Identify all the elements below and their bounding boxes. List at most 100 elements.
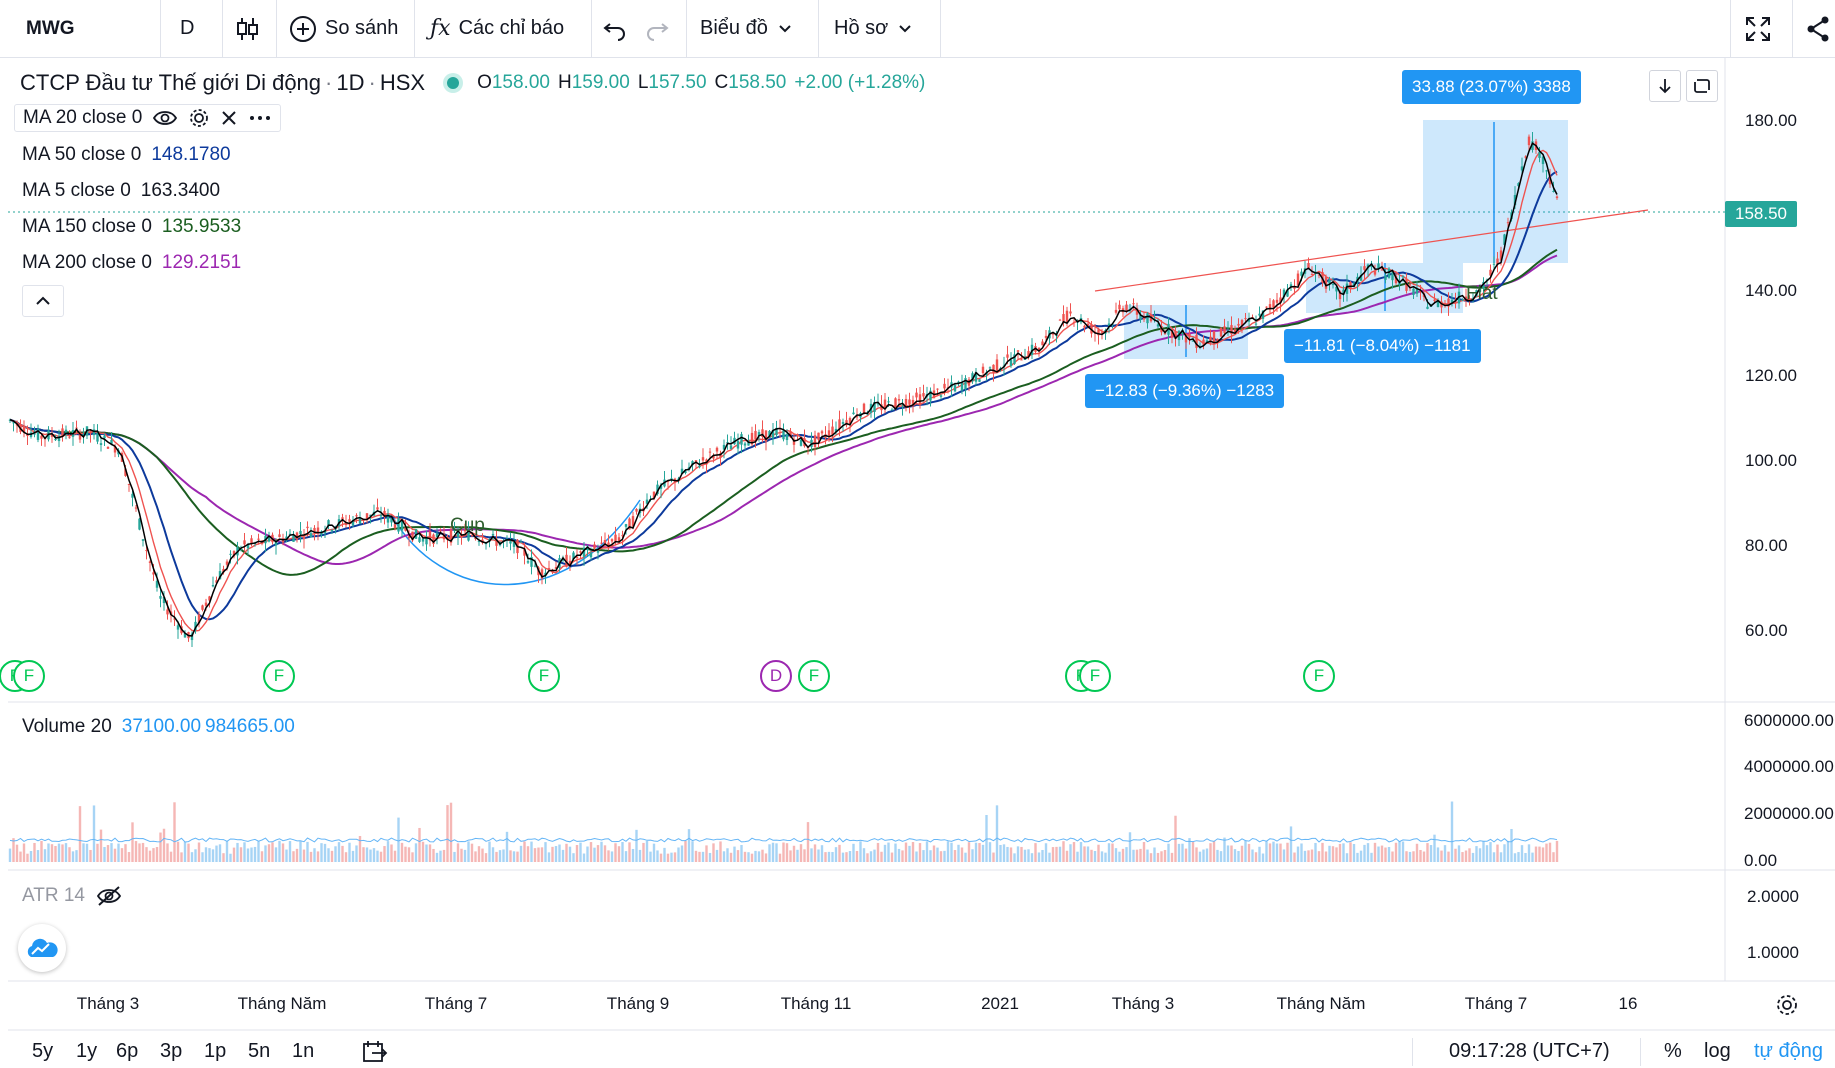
candle-type-button[interactable] [234,0,260,57]
interval-button[interactable]: D [180,0,194,57]
auto-scale-toggle[interactable]: tự động [1754,1040,1823,1062]
volume-bar [152,848,155,862]
ma200-legend[interactable]: MA 200 close 0 129.2151 [22,252,241,274]
volume-bar [516,851,519,862]
candle-body [1009,359,1013,367]
flat-label[interactable]: Flat [1466,283,1498,304]
chart-type-menu[interactable]: Biểu đồ [700,0,792,57]
clock[interactable]: 09:17:28 (UTC+7) [1449,1040,1610,1062]
download-button[interactable] [1649,70,1681,102]
ma200-line[interactable] [9,254,1558,565]
volume-bar [1062,841,1065,862]
ma150-legend[interactable]: MA 150 close 0 135.9533 [22,216,241,238]
range-button[interactable]: 1y [76,1040,98,1062]
range-button[interactable]: 3p [160,1040,183,1062]
percent-toggle[interactable]: % [1664,1040,1682,1062]
volume-bar [285,849,288,862]
volume-bar [1121,848,1125,862]
collapse-legend-button[interactable] [22,285,64,317]
candle-body [845,420,848,426]
candle-body [313,527,316,532]
ohlc-l-label: L [637,72,649,93]
share-button[interactable] [1806,0,1830,57]
measure-tag-left[interactable]: −12.83 (−9.36%) −1283 [1085,374,1285,408]
more-icon[interactable] [248,114,272,122]
volume-legend[interactable]: Volume 20 37100.00 984665.00 [22,716,295,738]
earnings-marker[interactable]: F [263,660,295,692]
candle-body [722,444,726,450]
undo-button[interactable] [602,0,628,57]
atr-legend[interactable]: ATR 14 [22,885,123,907]
volume-bar [771,842,775,862]
ma20-line[interactable] [9,149,1558,632]
chart-settings-button[interactable] [1770,988,1804,1022]
measure-tag-right[interactable]: −11.81 (−8.04%) −1181 [1284,329,1481,363]
ma20-legend[interactable]: MA 20 close 0 [14,104,282,132]
ma50-line[interactable] [9,170,1558,621]
candle-body [953,385,957,392]
ma150-line[interactable] [9,248,1558,576]
range-button[interactable]: 5y [32,1040,54,1062]
candle-body [295,532,299,540]
candle-body [306,526,309,529]
gear-icon[interactable] [188,107,210,129]
measure-tag-top[interactable]: 33.88 (23.07%) 3388 [1402,70,1581,104]
ma5-legend[interactable]: MA 5 close 0 163.3400 [22,180,220,202]
candle-body [509,541,512,544]
volume-bar [379,851,383,862]
candle-body [1174,331,1177,339]
candle-body [719,453,722,458]
candle-body [1230,325,1233,335]
volume-bar [1447,851,1450,862]
compare-button[interactable]: So sánh [289,0,398,57]
trend-line[interactable] [1094,209,1649,292]
profile-menu[interactable]: Hồ sơ [834,0,912,57]
earnings-marker[interactable]: F [798,660,830,692]
earnings-marker[interactable]: F [528,660,560,692]
earnings-marker[interactable]: F [13,660,45,692]
range-button[interactable]: 1p [204,1040,227,1062]
goto-date-button[interactable] [360,1037,390,1067]
candle-body [211,585,215,587]
volume-bar [271,842,274,862]
candle-body [596,550,600,553]
eye-icon[interactable] [152,109,178,127]
candle-body [243,540,246,545]
candle-body [817,432,820,440]
volume-bar [876,842,880,862]
candle-body [526,561,530,563]
candle-body [1181,329,1184,335]
volume-bar [491,847,495,862]
candle-body [197,614,201,624]
candle-body [1524,156,1527,158]
market-status-icon[interactable] [447,77,460,89]
candle-body [547,567,551,569]
range-button[interactable]: 1n [292,1040,315,1062]
close-icon[interactable] [220,109,238,127]
cup-label[interactable]: Cup [450,515,485,536]
candle-body [194,621,197,631]
eye-hidden-icon[interactable] [95,885,123,907]
measure-box-top[interactable] [1423,120,1568,263]
reset-view-button[interactable] [1686,70,1718,102]
range-button[interactable]: 5n [248,1040,271,1062]
range-button[interactable]: 6p [116,1040,139,1062]
dividend-marker[interactable]: D [760,660,792,692]
earnings-marker[interactable]: F [1303,660,1335,692]
symbol-search[interactable]: MWG [26,0,75,57]
time-tick-label: Tháng Năm [1276,994,1366,1013]
tradingview-logo[interactable] [18,924,66,972]
volume-tick-label: 2000000.00 [1744,804,1834,823]
indicators-button[interactable]: ƒx Các chỉ báo [430,0,564,57]
earnings-marker[interactable]: F [1079,660,1111,692]
ma50-legend[interactable]: MA 50 close 0 148.1780 [22,144,231,166]
log-toggle[interactable]: log [1704,1040,1731,1062]
redo-button[interactable] [644,0,670,57]
fullscreen-button[interactable] [1744,0,1772,57]
volume-bar [673,852,677,862]
volume-bar [1181,843,1184,862]
volume-bar [1482,841,1485,862]
ma5-line[interactable] [9,142,1558,637]
volume-bar [267,844,271,862]
